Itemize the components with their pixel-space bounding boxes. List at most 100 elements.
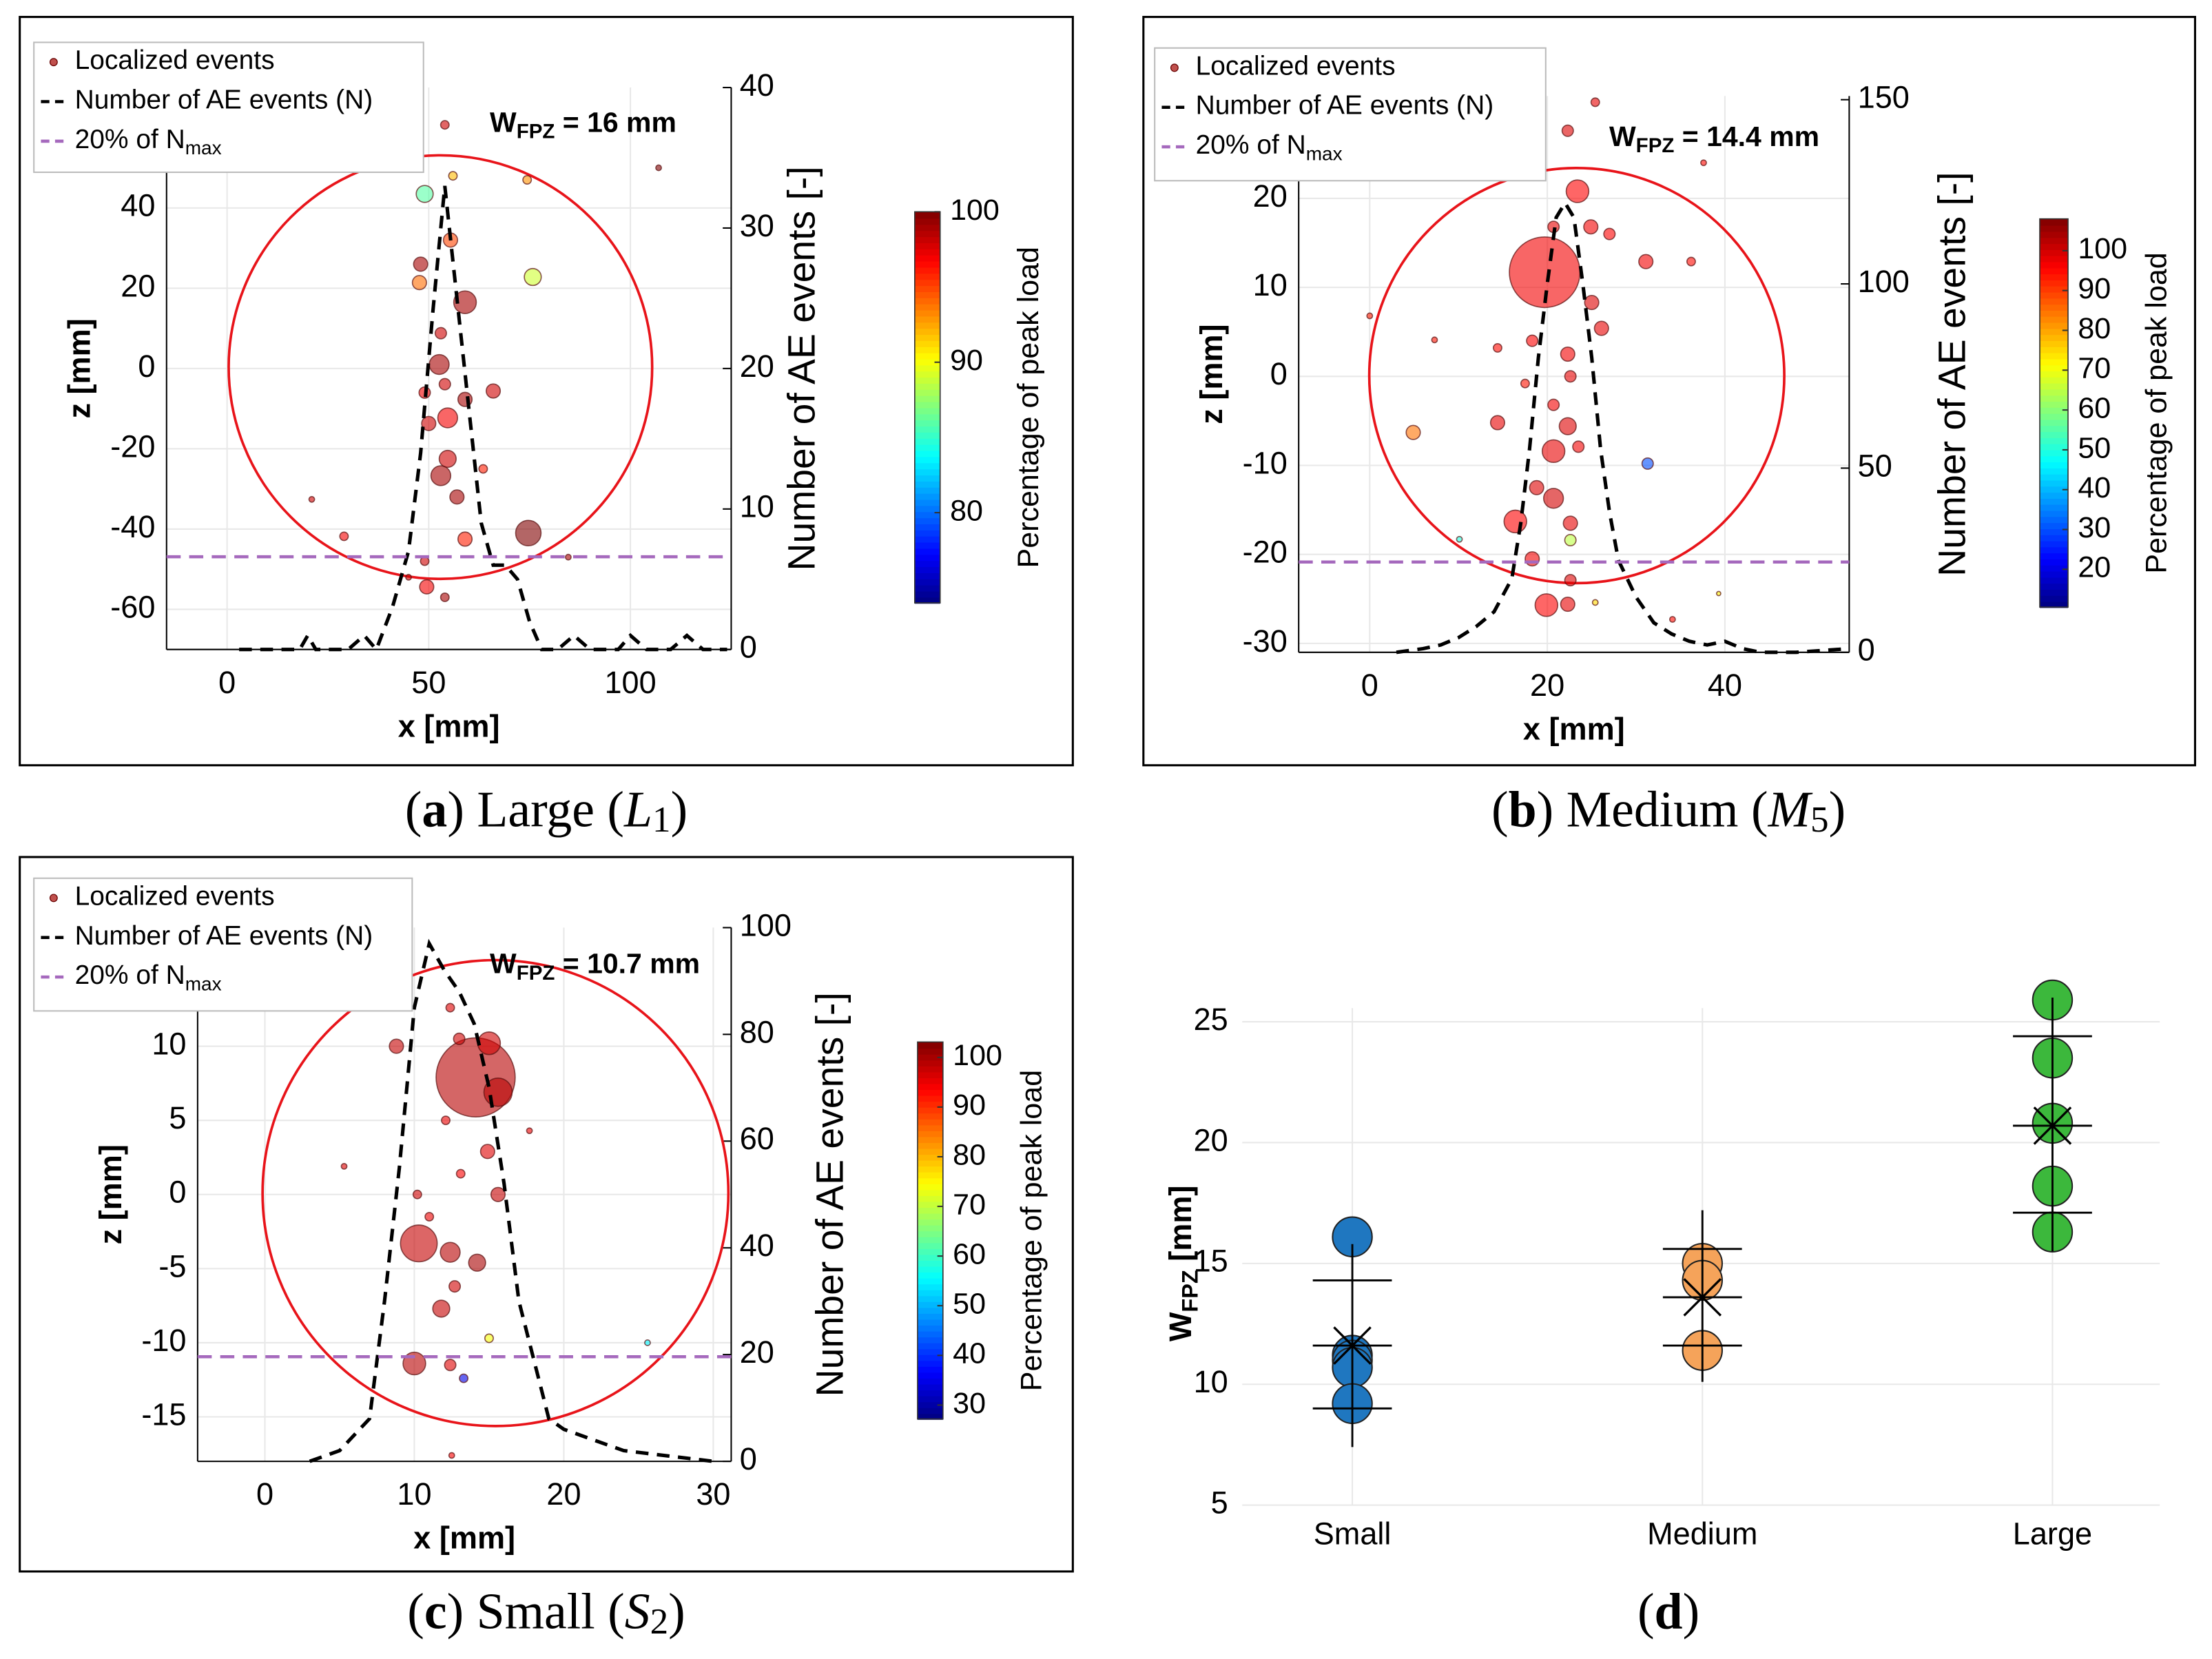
colorbar-slice [914, 437, 940, 445]
colorbar-slice [917, 1319, 943, 1326]
y-tick-label: 40 [121, 188, 155, 223]
event-point [1534, 593, 1559, 617]
event-point [412, 1189, 422, 1199]
caption-part: ( [1637, 1583, 1655, 1639]
colorbar-tick-label: 30 [2078, 511, 2111, 544]
colorbar-slice [917, 1383, 943, 1391]
colorbar-slice [917, 1312, 943, 1320]
colorbar-slice [2040, 370, 2068, 378]
event-point [1603, 227, 1616, 240]
colorbar-slice [2040, 273, 2068, 280]
y-tick-label: 10 [152, 1026, 186, 1061]
colorbar-slice [2040, 577, 2068, 584]
y2-tick-label: 80 [740, 1014, 774, 1049]
y-axis-label: z [mm] [93, 1144, 128, 1244]
colorbar-slice [914, 340, 940, 347]
ae-count-line [309, 938, 714, 1463]
x-tick-label: Large [2013, 1516, 2092, 1552]
x-axis-label: x [mm] [413, 1521, 515, 1556]
colorbar-slice [914, 358, 940, 366]
x-axis-label: x [mm] [398, 708, 500, 743]
mean-marker [1333, 1326, 1372, 1365]
caption-part: ( [407, 1583, 424, 1639]
colorbar-slice [914, 254, 940, 262]
colorbar-slice [917, 1395, 943, 1403]
colorbar-slice [914, 529, 940, 537]
event-point [1405, 424, 1421, 440]
y-tick-label: 0 [1270, 356, 1288, 391]
colorbar-tick-label: 20 [2078, 551, 2111, 584]
colorbar-slice [914, 395, 940, 402]
y2-tick-label: 40 [740, 68, 774, 103]
colorbar-slice [2040, 406, 2068, 414]
colorbar-slice [2040, 570, 2068, 578]
colorbar-tick-label: 60 [2078, 391, 2111, 424]
event-point [419, 579, 435, 595]
y2-tick-label: 40 [740, 1228, 774, 1263]
colorbar-slice [917, 1089, 943, 1096]
x-tick-label: 100 [604, 665, 656, 700]
event-point [1524, 551, 1540, 567]
colorbar-slice [2040, 425, 2068, 433]
y-tick-label: 20 [1194, 1122, 1228, 1157]
colorbar-tick-label: 30 [953, 1387, 986, 1420]
colorbar-slice [2040, 333, 2068, 341]
colorbar-slice [917, 1301, 943, 1308]
fpz-circle [1367, 167, 1786, 585]
legend-label: Localized events [75, 882, 275, 911]
event-point [1541, 439, 1566, 464]
y-tick-label: 10 [1194, 1364, 1228, 1399]
colorbar-slice [2040, 431, 2068, 438]
legend-label: Number of AE events (N) [1196, 91, 1494, 121]
y-tick-label: -20 [1243, 535, 1288, 570]
event-point [1560, 346, 1575, 362]
colorbar-slice [2040, 358, 2068, 366]
legend-label: 20% of Nmax [1196, 130, 1343, 164]
event-point [308, 495, 316, 503]
colorbar-slice [914, 291, 940, 298]
colorbar-slice [914, 401, 940, 409]
caption-part: ) Large ( [447, 781, 624, 837]
fpz-width-annotation: WFPZ = 10.7 mm [490, 948, 700, 985]
colorbar-slice [917, 1230, 943, 1237]
colorbar-slice [917, 1342, 943, 1350]
colorbar-slice [917, 1213, 943, 1220]
event-point [453, 290, 477, 314]
colorbar-slice [917, 1113, 943, 1120]
event-point [438, 449, 457, 468]
event-point [413, 256, 428, 272]
colorbar-slice [2040, 540, 2068, 548]
y2-tick-label: 100 [1858, 264, 1910, 299]
event-point [1584, 295, 1600, 311]
legend-label-part: Number of AE events (N) [75, 921, 373, 951]
y-axis-label-part: [mm] [1163, 1186, 1198, 1270]
ae-count-line [239, 185, 727, 653]
y-tick-label: 20 [121, 268, 155, 303]
caption-part: S [625, 1583, 650, 1639]
event-point [449, 489, 465, 505]
event-point [1489, 415, 1506, 431]
colorbar-slice [917, 1218, 943, 1226]
colorbar-slice [2040, 528, 2068, 535]
event-point [479, 1144, 495, 1160]
colorbar-slice [914, 462, 940, 470]
event-point [490, 1186, 506, 1202]
colorbar-slice [917, 1254, 943, 1261]
legend-label: Localized events [75, 45, 275, 75]
colorbar-slice [917, 1354, 943, 1361]
event-point [339, 531, 349, 542]
colorbar-slice [917, 1153, 943, 1161]
fpz-width-annotation-part: FPZ [1636, 134, 1675, 157]
colorbar-slice [917, 1266, 943, 1273]
colorbar-slice [914, 474, 940, 482]
colorbar-slice [2040, 285, 2068, 293]
y-tick-label: 20 [1253, 178, 1288, 214]
event-point [644, 1339, 651, 1346]
colorbar-slice [2040, 473, 2068, 481]
colorbar-slice [914, 267, 940, 274]
event-point [484, 1333, 494, 1343]
colorbar-slice [2040, 328, 2068, 336]
colorbar-slice [914, 425, 940, 433]
colorbar-slice [917, 1100, 943, 1108]
colorbar-slice [914, 554, 940, 561]
